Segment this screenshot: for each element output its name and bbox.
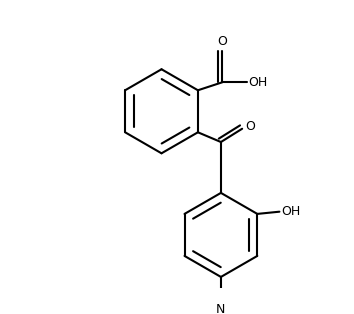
Text: O: O: [217, 35, 227, 48]
Text: OH: OH: [249, 76, 268, 89]
Text: N: N: [216, 303, 225, 314]
Text: OH: OH: [281, 205, 301, 218]
Text: O: O: [246, 120, 256, 133]
